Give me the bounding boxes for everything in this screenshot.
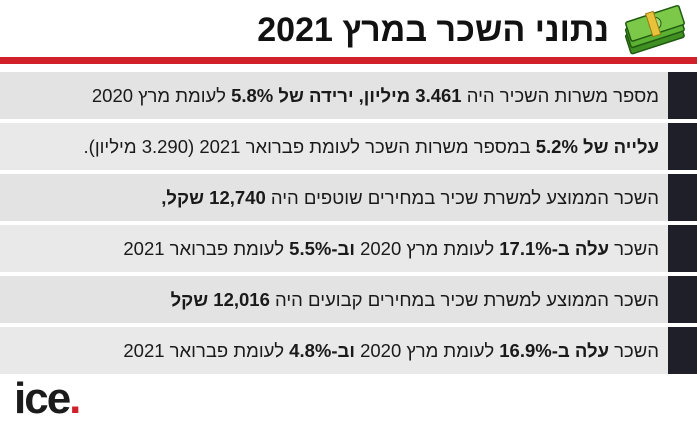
text-bold: וב-5.5%	[289, 238, 355, 259]
text-part: השכר הממוצע למשרת שכיר במחירים קבועים הי…	[269, 289, 659, 310]
text-bold: 12,740 שקל,	[161, 187, 266, 208]
text-part: לעומת מרץ 2020	[354, 340, 500, 361]
header: נתוני השכר במרץ 2021	[0, 0, 697, 58]
row-marker	[668, 276, 697, 323]
list-item-text: השכר עלה ב-17.1% לעומת מרץ 2020 וב-5.5% …	[6, 225, 659, 272]
text-part: לעומת פברואר 2021	[123, 238, 290, 259]
list-item: השכר עלה ב-16.9% לעומת מרץ 2020 וב-4.8% …	[0, 327, 697, 374]
row-marker	[668, 123, 697, 170]
list-item: השכר עלה ב-17.1% לעומת מרץ 2020 וב-5.5% …	[0, 225, 697, 272]
text-bold: עלה ב-16.9%	[499, 340, 610, 361]
text-bold: 3.461 מיליון, ירידה של 5.8%	[231, 85, 462, 106]
text-part: במספר משרות השכר לעומת פברואר 2021 (3.29…	[83, 136, 536, 157]
logo-text: ice	[14, 374, 71, 423]
header-divider	[0, 57, 697, 64]
text-bold: עלה ב-17.1%	[499, 238, 610, 259]
list-item: עלייה של 5.2% במספר משרות השכר לעומת פבר…	[0, 123, 697, 170]
money-stack-icon	[624, 4, 685, 55]
page-title: נתוני השכר במרץ 2021	[257, 11, 609, 49]
facts-list: מספר משרות השכיר היה 3.461 מיליון, ירידה…	[0, 72, 697, 378]
text-bold: עלייה של 5.2%	[535, 136, 659, 157]
logo: ice.	[14, 374, 81, 423]
text-part: מספר משרות השכיר היה	[461, 85, 659, 106]
list-item-text: מספר משרות השכיר היה 3.461 מיליון, ירידה…	[6, 72, 659, 119]
row-marker	[668, 174, 697, 221]
logo-dot: .	[69, 374, 81, 423]
row-marker	[668, 72, 697, 119]
row-marker	[668, 225, 697, 272]
text-part: השכר	[609, 238, 659, 259]
text-part: לעומת מרץ 2020	[91, 85, 232, 106]
list-item-text: השכר עלה ב-16.9% לעומת מרץ 2020 וב-4.8% …	[6, 327, 659, 374]
list-item-text: השכר הממוצע למשרת שכיר במחירים קבועים הי…	[6, 276, 659, 323]
list-item: השכר הממוצע למשרת שכיר במחירים שוטפים הי…	[0, 174, 697, 221]
text-part: לעומת מרץ 2020	[354, 238, 500, 259]
text-bold: 12,016 שקל	[170, 289, 270, 310]
list-item-text: השכר הממוצע למשרת שכיר במחירים שוטפים הי…	[6, 174, 659, 221]
text-bold: וב-4.8%	[289, 340, 355, 361]
row-marker	[668, 327, 697, 374]
text-part: לעומת פברואר 2021	[123, 340, 290, 361]
text-part: השכר	[609, 340, 659, 361]
text-part: השכר הממוצע למשרת שכיר במחירים שוטפים הי…	[265, 187, 659, 208]
list-item-text: עלייה של 5.2% במספר משרות השכר לעומת פבר…	[6, 123, 659, 170]
list-item: מספר משרות השכיר היה 3.461 מיליון, ירידה…	[0, 72, 697, 119]
list-item: השכר הממוצע למשרת שכיר במחירים קבועים הי…	[0, 276, 697, 323]
